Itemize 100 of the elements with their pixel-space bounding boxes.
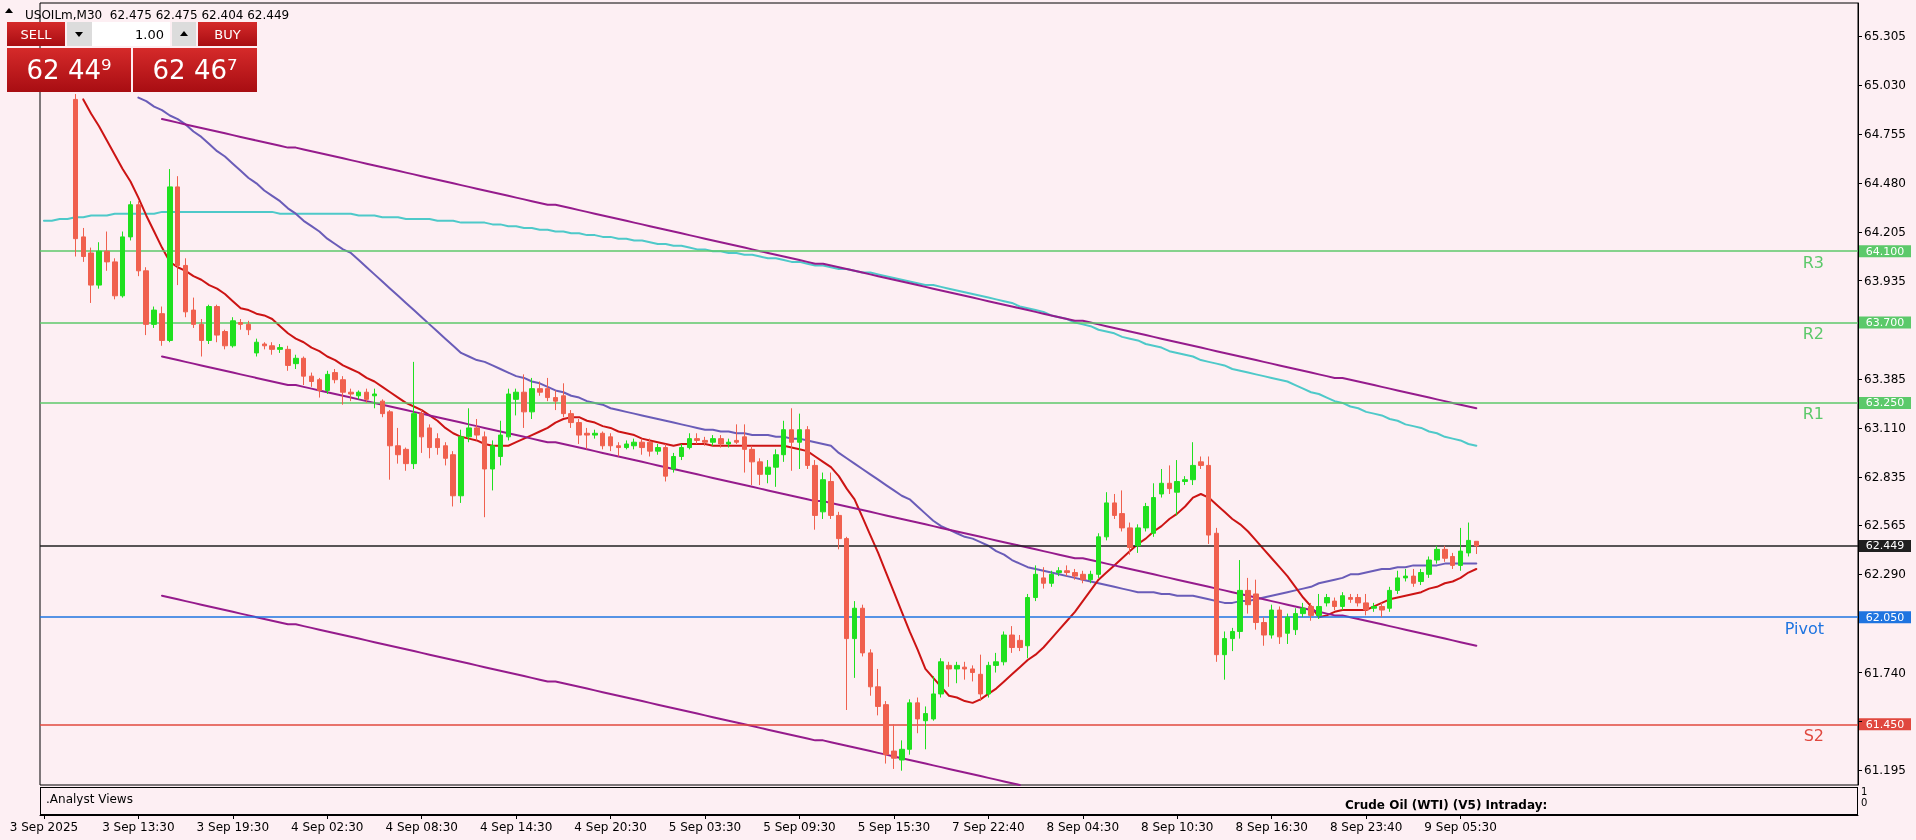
candlestick	[1355, 593, 1361, 607]
candlestick	[506, 388, 511, 441]
candlestick	[655, 443, 661, 456]
ref-line-label: R1	[1802, 404, 1824, 424]
candlestick	[1206, 455, 1211, 545]
candlestick	[1017, 634, 1023, 652]
candlestick	[380, 398, 385, 418]
x-tick-label: 7 Sep 22:40	[952, 820, 1025, 834]
candlestick	[820, 472, 826, 520]
candlestick	[844, 536, 849, 711]
candlestick	[419, 409, 424, 454]
candlestick	[1072, 568, 1078, 581]
candlestick	[403, 447, 409, 472]
candlestick	[852, 600, 857, 679]
candlestick	[1261, 616, 1267, 647]
text: 63.250	[1865, 396, 1905, 410]
candlestick	[277, 343, 283, 354]
candlestick	[875, 668, 881, 716]
candlestick	[136, 200, 141, 277]
candlestick	[1135, 523, 1141, 554]
y-tick-label: 61.195	[1864, 762, 1906, 777]
candlestick	[1253, 579, 1259, 631]
candlestick	[1426, 555, 1432, 579]
candlestick	[734, 423, 739, 445]
candlestick	[96, 241, 102, 290]
candlestick	[545, 377, 550, 402]
candlestick	[1025, 593, 1030, 659]
candlestick	[112, 257, 118, 300]
candlestick	[450, 450, 456, 507]
candlestick	[167, 168, 173, 343]
candlestick	[1237, 559, 1243, 640]
candlestick	[348, 388, 354, 402]
candlestick	[883, 700, 889, 765]
candlestick	[718, 434, 724, 449]
candlestick	[1119, 489, 1125, 532]
candlestick	[812, 459, 818, 531]
x-tick-label: 4 Sep 02:30	[291, 820, 364, 834]
candlestick	[624, 439, 629, 450]
candlestick	[1159, 468, 1164, 499]
candlestick	[1434, 545, 1440, 565]
x-tick-label: 8 Sep 04:30	[1046, 820, 1120, 834]
candlestick	[1450, 552, 1455, 570]
candlestick	[435, 432, 440, 456]
candlestick	[1174, 459, 1180, 516]
annotation: BUY	[198, 22, 257, 46]
candlestick	[1277, 605, 1282, 645]
ref-line-label: S2	[1803, 725, 1824, 745]
x-tick-label: 3 Sep 19:30	[196, 820, 270, 834]
candlestick	[340, 375, 346, 406]
candlestick	[576, 418, 582, 445]
candlestick	[1466, 522, 1471, 557]
candlestick	[568, 409, 574, 429]
candlestick	[986, 661, 991, 699]
candlestick	[387, 409, 393, 481]
candlestick	[679, 443, 684, 461]
candlestick	[1308, 602, 1314, 622]
candlestick	[529, 377, 535, 420]
candlestick	[1041, 566, 1046, 590]
candlestick	[1300, 602, 1306, 618]
candlestick	[1009, 625, 1015, 654]
candlestick	[836, 511, 842, 550]
candlestick	[765, 459, 771, 484]
candlestick	[73, 93, 78, 258]
candlestick	[317, 377, 322, 399]
candlestick	[537, 381, 543, 397]
x-tick-label: 5 Sep 09:30	[763, 820, 836, 834]
candlestick	[1363, 593, 1369, 616]
candlestick	[1104, 491, 1109, 541]
candlestick	[1418, 568, 1424, 586]
candlestick	[663, 443, 668, 482]
candlestick	[1230, 627, 1235, 652]
candlestick	[443, 441, 448, 466]
candlestick	[978, 654, 983, 702]
candlestick	[687, 432, 692, 450]
candlestick	[1112, 493, 1117, 520]
candlestick	[301, 356, 306, 386]
candlestick	[907, 698, 912, 756]
candlestick	[474, 418, 480, 441]
candlestick	[954, 661, 960, 684]
candlestick	[128, 200, 133, 241]
x-tick-label: 4 Sep 14:30	[479, 820, 553, 834]
candlestick	[671, 452, 676, 474]
candlestick	[332, 368, 338, 384]
x-tick-label: 3 Sep 13:30	[102, 820, 175, 834]
candlestick	[246, 320, 251, 336]
candlestick	[561, 382, 566, 418]
x-tick-label: 4 Sep 08:30	[385, 820, 458, 834]
candlestick	[1088, 570, 1093, 584]
candlestick	[805, 425, 810, 470]
candlestick	[159, 306, 165, 347]
ref-line-label: R3	[1802, 252, 1824, 272]
candlestick	[773, 448, 779, 488]
candlestick	[923, 705, 928, 750]
candlestick	[88, 247, 94, 304]
candlestick	[1395, 570, 1400, 595]
candlestick	[1403, 568, 1408, 582]
x-tick-label: 9 Sep 05:30	[1424, 820, 1497, 834]
candlestick	[1222, 630, 1227, 681]
ref-line-label: R2	[1802, 324, 1824, 344]
candlestick	[828, 472, 834, 520]
